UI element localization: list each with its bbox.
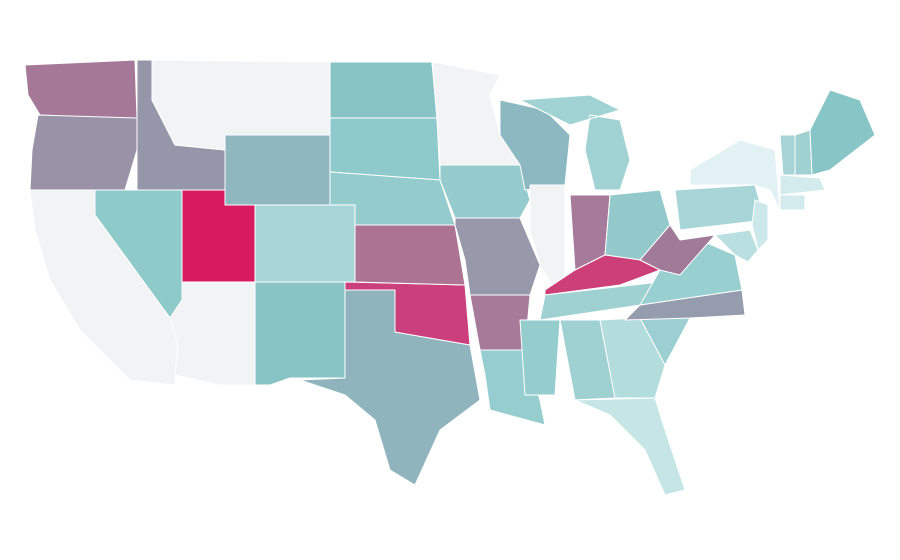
state-region (574, 397, 686, 496)
state-region (254, 204, 356, 283)
state-region (354, 224, 466, 286)
state-region (519, 94, 631, 191)
state-region (779, 174, 826, 196)
state-region (674, 184, 766, 231)
state-region (689, 139, 781, 211)
state-region (751, 199, 769, 251)
state-region (29, 189, 179, 386)
state-region (779, 194, 806, 211)
state-region (24, 59, 138, 119)
state-region (329, 117, 441, 181)
state-region (794, 129, 813, 176)
state-region (254, 281, 346, 386)
state-region (169, 281, 256, 386)
state-region (329, 61, 438, 119)
state-region (809, 89, 876, 176)
state-region (29, 114, 138, 191)
state-region (454, 217, 541, 296)
state-region (224, 134, 331, 206)
state-region (779, 134, 796, 176)
state-region (714, 229, 759, 263)
state-region (439, 164, 531, 219)
state-region (519, 319, 561, 396)
